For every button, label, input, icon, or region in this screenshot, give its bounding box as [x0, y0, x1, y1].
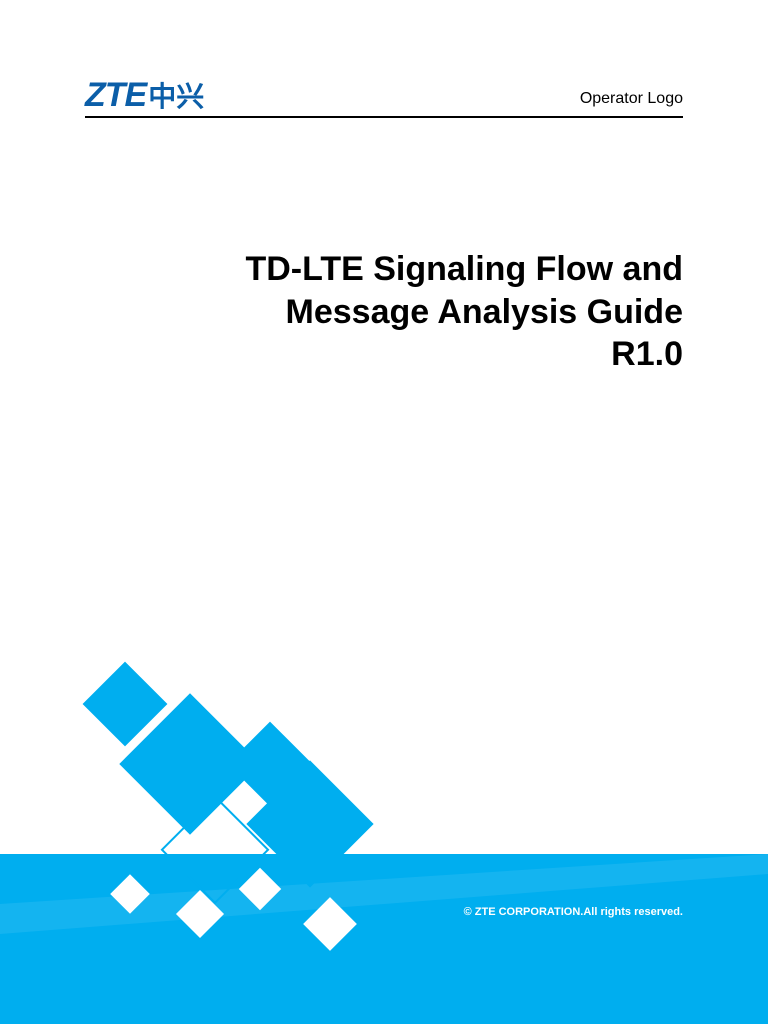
operator-logo-placeholder: Operator Logo [580, 90, 683, 108]
copyright-notice: © ZTE CORPORATION.All rights reserved. [464, 906, 683, 918]
logo-chinese: 中兴 [148, 83, 204, 111]
zte-logo: ZTE 中兴 [85, 78, 204, 112]
title-line-3: R1.0 [85, 333, 683, 376]
logo-roman: ZTE [85, 78, 146, 112]
document-title: TD-LTE Signaling Flow and Message Analys… [85, 248, 683, 376]
cover-graphic [0, 644, 768, 1024]
title-line-1: TD-LTE Signaling Flow and [85, 248, 683, 291]
header-row: ZTE 中兴 Operator Logo [85, 62, 683, 118]
document-cover-page: ZTE 中兴 Operator Logo TD-LTE Signaling Fl… [0, 0, 768, 1024]
title-line-2: Message Analysis Guide [85, 291, 683, 334]
